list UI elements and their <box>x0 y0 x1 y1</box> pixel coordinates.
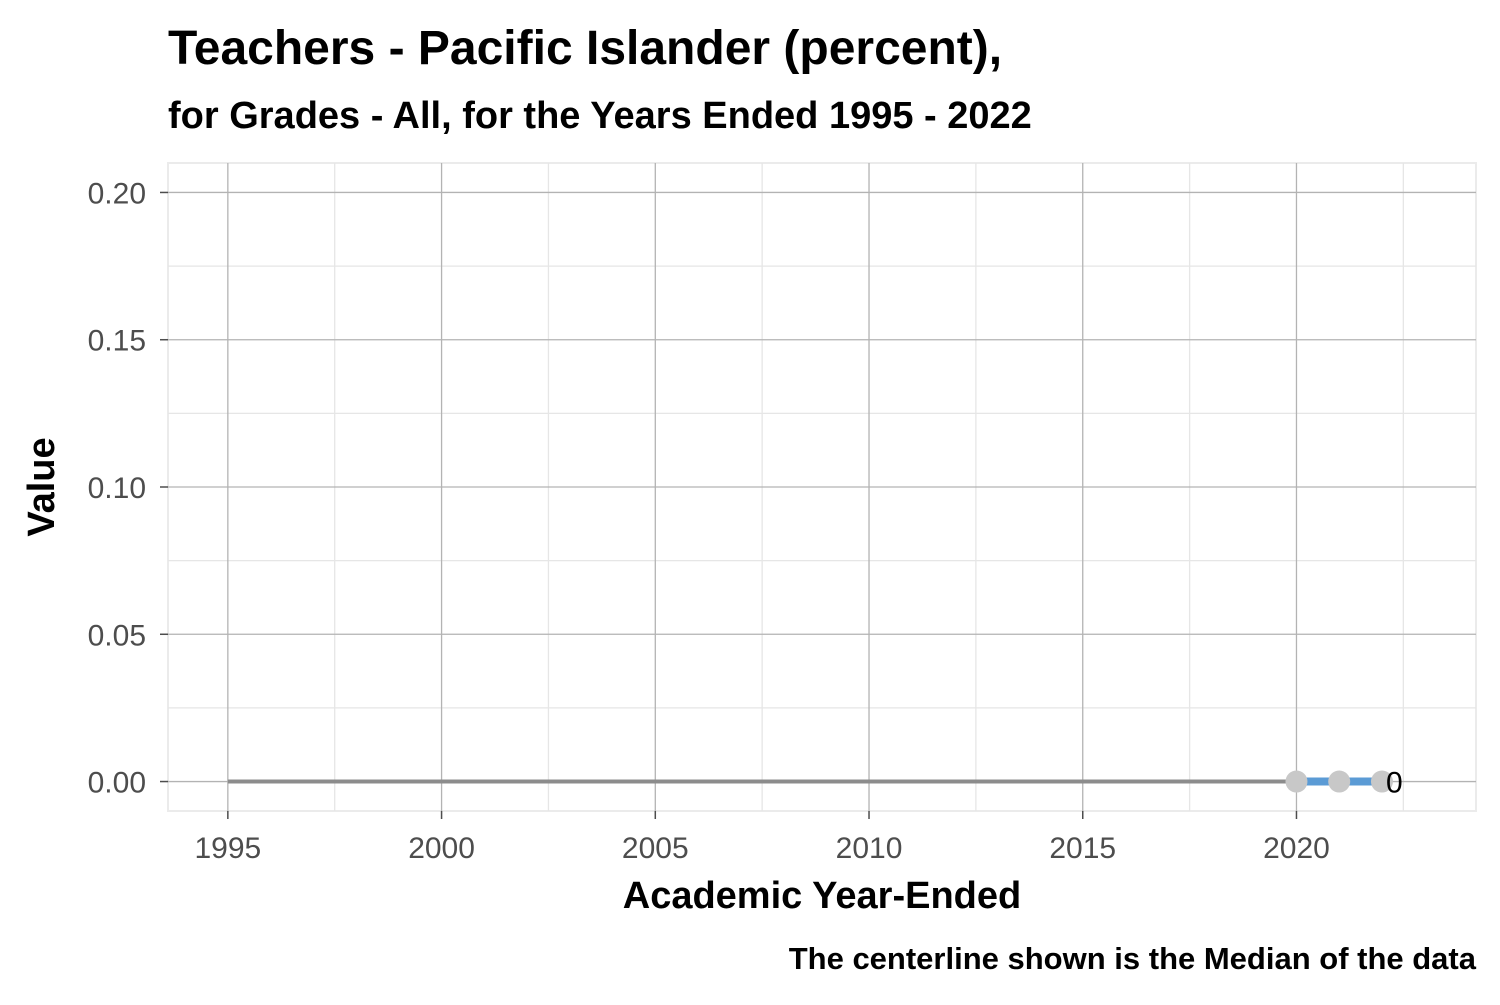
data-point <box>1370 770 1393 793</box>
x-tick-label: 1995 <box>194 832 261 865</box>
chart-title: Teachers - Pacific Islander (percent), <box>168 22 1002 75</box>
y-tick-label: 0.00 <box>88 767 146 800</box>
chart-caption: The centerline shown is the Median of th… <box>789 941 1477 976</box>
end-value-label: 0 <box>1386 767 1403 800</box>
y-tick-label: 0.15 <box>88 325 146 358</box>
data-point <box>1285 770 1308 793</box>
axis-ticks <box>160 191 1298 819</box>
x-axis-title: Academic Year-Ended <box>623 875 1021 917</box>
x-tick-label: 2020 <box>1263 832 1330 865</box>
grid-major <box>168 163 1476 811</box>
y-tick-label: 0.05 <box>88 619 146 652</box>
x-tick-label: 2000 <box>408 832 475 865</box>
data-point <box>1328 770 1351 793</box>
y-tick-label: 0.10 <box>88 472 146 505</box>
x-tick-labels: 1995 2000 2005 2010 2015 2020 <box>194 832 1329 865</box>
x-tick-label: 2010 <box>836 832 903 865</box>
chart-subtitle: for Grades - All, for the Years Ended 19… <box>168 95 1032 137</box>
series-layer: 0 <box>1285 767 1403 800</box>
grid-minor <box>168 163 1476 811</box>
y-tick-label: 0.20 <box>88 177 146 210</box>
y-tick-labels: 0.00 0.05 0.10 0.15 0.20 <box>88 177 146 799</box>
x-tick-label: 2005 <box>622 832 689 865</box>
x-tick-label: 2015 <box>1049 832 1116 865</box>
y-axis-title: Value <box>21 437 63 536</box>
